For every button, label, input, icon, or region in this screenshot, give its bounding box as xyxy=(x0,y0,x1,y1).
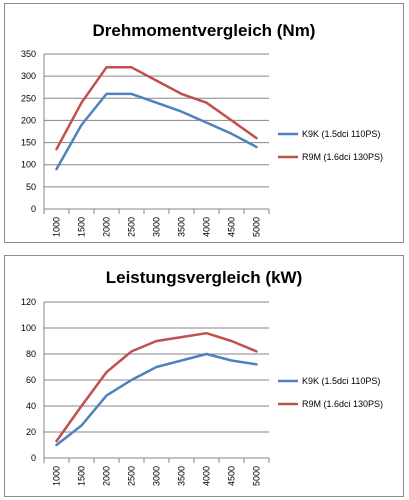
torque-chart-panel: Drehmomentvergleich (Nm) 0 50 100 150 200 250 3… xyxy=(4,3,404,243)
torque-series-line-r9m xyxy=(55,66,258,151)
power-x-tick-label: 2500 xyxy=(127,466,137,486)
power-x-tick-label: 3500 xyxy=(177,466,187,486)
power-y-tick-label: 120 xyxy=(21,297,36,307)
torque-legend-label: R9M (1.6dci 130PS) xyxy=(302,152,383,162)
torque-y-tick-label: 50 xyxy=(26,182,36,192)
power-chart-panel: Leistungsvergleich (kW) 0 20 40 60 80 100 120 10… xyxy=(4,255,404,497)
power-y-tick-label: 0 xyxy=(31,453,36,463)
power-x-tick-label: 1000 xyxy=(52,466,62,486)
power-x-tick-label: 3000 xyxy=(152,466,162,486)
power-x-tick-label: 4000 xyxy=(202,466,212,486)
torque-x-tick-label: 3000 xyxy=(152,217,162,237)
power-series-line-k9k xyxy=(55,352,258,447)
power-y-tick-label: 40 xyxy=(26,401,36,411)
power-x-tick-label: 2000 xyxy=(102,466,112,486)
torque-chart-title: Drehmomentvergleich (Nm) xyxy=(93,21,316,40)
torque-series-line-k9k xyxy=(55,92,258,171)
power-legend-label: K9K (1.5dci 110PS) xyxy=(302,376,380,386)
torque-y-tick-label: 300 xyxy=(21,71,36,81)
power-y-tick-label: 20 xyxy=(26,427,36,437)
torque-y-tick-label: 100 xyxy=(21,160,36,170)
torque-chart: Drehmomentvergleich (Nm) 0 50 100 150 200 250 3… xyxy=(21,21,383,237)
torque-x-tick-label: 2500 xyxy=(127,217,137,237)
torque-y-tick-label: 350 xyxy=(21,49,36,59)
torque-x-tick-label: 5000 xyxy=(252,217,262,237)
torque-x-tick-label: 2000 xyxy=(102,217,112,237)
torque-y-tick-label: 200 xyxy=(21,115,36,125)
torque-x-tick-label: 3500 xyxy=(177,217,187,237)
power-y-tick-label: 60 xyxy=(26,375,36,385)
power-y-tick-label: 100 xyxy=(21,323,36,333)
power-series-line-r9m xyxy=(55,331,258,443)
torque-y-tick-label: 0 xyxy=(31,204,36,214)
power-y-tick-label: 80 xyxy=(26,349,36,359)
power-x-tick-label: 5000 xyxy=(252,466,262,486)
torque-x-tick-label: 4500 xyxy=(227,217,237,237)
power-legend-label: R9M (1.6dci 130PS) xyxy=(302,399,383,409)
torque-y-tick-label: 250 xyxy=(21,93,36,103)
power-chart: Leistungsvergleich (kW) 0 20 40 60 80 100 120 10… xyxy=(21,268,383,486)
torque-x-tick-label: 1000 xyxy=(52,217,62,237)
torque-x-tick-label: 1500 xyxy=(77,217,87,237)
power-chart-title: Leistungsvergleich (kW) xyxy=(106,268,302,287)
torque-y-tick-label: 150 xyxy=(21,138,36,148)
power-x-tick-label: 4500 xyxy=(227,466,237,486)
torque-x-tick-label: 4000 xyxy=(202,217,212,237)
torque-legend-label: K9K (1.5dci 110PS) xyxy=(302,129,380,139)
power-x-tick-label: 1500 xyxy=(77,466,87,486)
